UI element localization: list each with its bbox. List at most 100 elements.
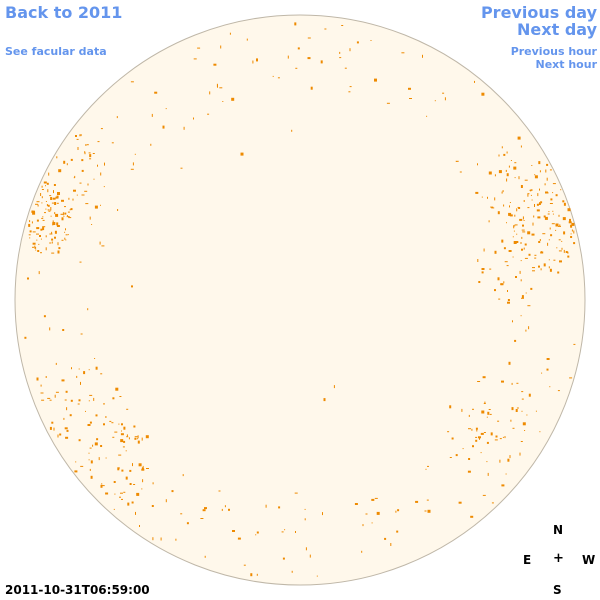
- facula-mark: [64, 212, 67, 215]
- facula-mark: [486, 441, 489, 444]
- facula-mark: [49, 399, 52, 401]
- previous-hour-link[interactable]: Previous hour: [510, 45, 597, 58]
- facula-mark: [134, 437, 137, 440]
- facula-mark: [573, 230, 575, 234]
- facula-mark: [540, 251, 544, 254]
- facula-mark: [130, 81, 134, 83]
- facula-mark: [129, 469, 132, 472]
- facula-mark: [508, 361, 511, 365]
- facula-mark: [547, 213, 550, 215]
- facula-mark: [89, 447, 92, 449]
- facula-mark: [256, 58, 258, 62]
- facula-mark: [477, 259, 479, 262]
- facula-mark: [483, 432, 486, 433]
- facula-mark: [57, 192, 60, 195]
- facula-mark: [349, 48, 351, 52]
- facula-mark: [482, 376, 486, 379]
- facula-mark: [356, 41, 359, 44]
- facula-mark: [470, 515, 474, 518]
- facula-mark: [555, 194, 558, 197]
- facula-mark: [309, 554, 311, 558]
- facula-mark: [506, 222, 507, 224]
- facula-mark: [569, 218, 571, 222]
- facula-mark: [535, 410, 537, 412]
- facula-mark: [521, 248, 523, 251]
- facula-mark: [556, 247, 558, 249]
- facula-mark: [69, 209, 71, 211]
- facula-mark: [512, 427, 515, 429]
- facula-mark: [209, 91, 211, 95]
- facula-mark: [265, 504, 267, 508]
- facula-mark: [515, 409, 518, 412]
- facula-mark: [481, 196, 483, 198]
- faculae-layer: [24, 22, 576, 577]
- facula-mark: [45, 208, 47, 210]
- facula-mark: [49, 327, 51, 331]
- facula-mark: [119, 396, 122, 397]
- facula-mark: [477, 163, 478, 166]
- facula-mark: [488, 220, 490, 223]
- facula-mark: [250, 573, 253, 577]
- facula-mark: [534, 174, 536, 176]
- facula-mark: [63, 160, 66, 164]
- facula-mark: [89, 468, 91, 471]
- facula-mark: [104, 162, 105, 166]
- facula-mark: [24, 336, 27, 339]
- facula-mark: [449, 405, 452, 409]
- facula-mark: [479, 437, 480, 440]
- facula-mark: [521, 236, 523, 239]
- facula-mark: [397, 509, 400, 512]
- facula-mark: [528, 326, 530, 330]
- back-to-year-link[interactable]: Back to 2011: [5, 3, 123, 22]
- next-hour-link[interactable]: Next hour: [535, 58, 598, 71]
- compass-west: W: [582, 553, 596, 567]
- facula-mark: [513, 241, 517, 244]
- facula-mark: [131, 285, 133, 288]
- facula-mark: [333, 385, 335, 389]
- facula-mark: [507, 290, 508, 292]
- facula-mark: [533, 215, 535, 218]
- previous-day-link[interactable]: Previous day: [480, 3, 597, 22]
- facula-mark: [94, 358, 96, 359]
- facula-mark: [517, 136, 521, 140]
- facula-mark: [294, 492, 298, 494]
- facula-mark: [361, 550, 363, 553]
- facula-mark: [531, 165, 533, 166]
- facula-mark: [200, 518, 204, 519]
- facula-mark: [570, 233, 572, 235]
- facula-mark: [139, 525, 140, 527]
- facula-mark: [61, 379, 65, 382]
- facula-mark: [111, 142, 114, 144]
- facula-mark: [424, 510, 427, 512]
- facula-mark: [490, 432, 493, 436]
- facula-mark: [521, 297, 524, 299]
- facula-mark: [47, 209, 50, 211]
- facula-mark: [478, 281, 481, 283]
- facula-mark: [503, 204, 505, 207]
- facula-mark: [519, 218, 523, 221]
- facula-mark: [396, 530, 399, 533]
- facula-mark: [491, 502, 494, 504]
- next-day-link[interactable]: Next day: [517, 20, 597, 39]
- facula-mark: [84, 190, 88, 192]
- facula-mark: [514, 214, 516, 217]
- facula-mark: [165, 108, 167, 110]
- facula-mark: [573, 242, 576, 245]
- facula-mark: [374, 497, 378, 499]
- facula-mark: [65, 436, 69, 439]
- facula-mark: [522, 216, 524, 220]
- facula-mark: [53, 190, 54, 194]
- facula-mark: [481, 92, 485, 96]
- facular-data-link[interactable]: See facular data: [5, 45, 107, 58]
- facula-mark: [40, 193, 42, 196]
- facula-mark: [220, 45, 222, 49]
- facula-mark: [114, 493, 116, 495]
- facula-mark: [539, 188, 540, 191]
- facula-mark: [494, 197, 496, 201]
- facula-mark: [57, 242, 59, 246]
- facula-mark: [477, 381, 481, 382]
- facula-mark: [390, 543, 392, 546]
- facula-mark: [117, 467, 120, 471]
- facula-mark: [134, 153, 136, 155]
- facula-mark: [105, 457, 107, 459]
